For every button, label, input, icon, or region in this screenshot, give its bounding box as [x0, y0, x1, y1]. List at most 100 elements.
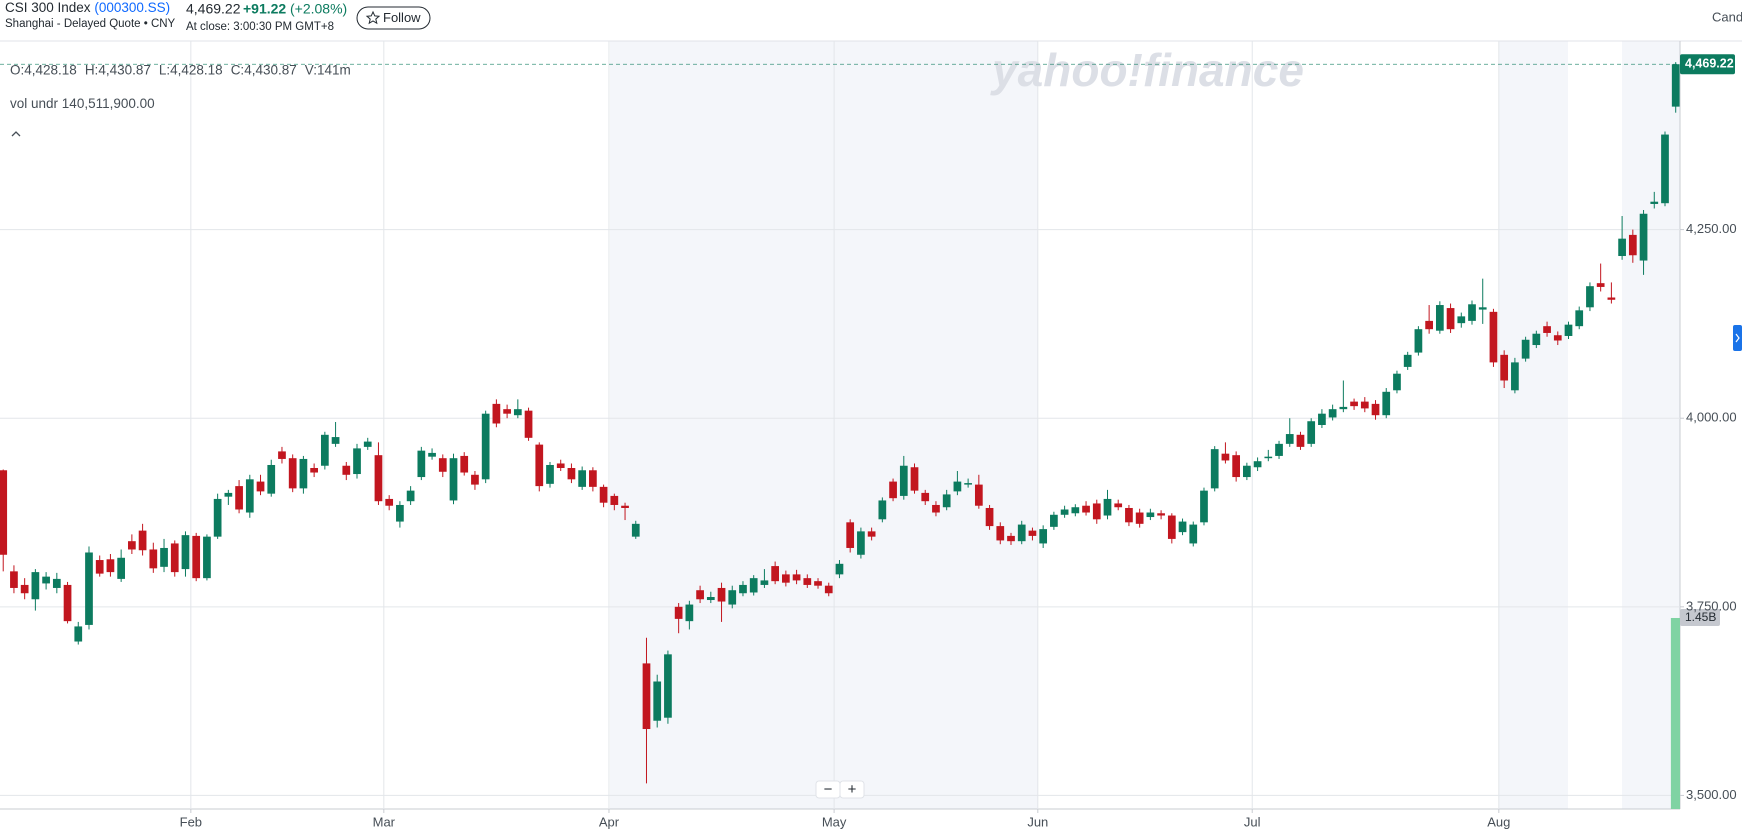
candle-body — [921, 492, 930, 502]
candle-body — [1318, 413, 1326, 425]
candle-body — [1307, 421, 1316, 444]
candle-body — [256, 481, 265, 492]
candle-body — [621, 505, 629, 508]
candle-body — [481, 413, 490, 480]
ohlc-legend-item: O:4,428.18 — [10, 63, 77, 78]
candle-body — [546, 464, 554, 484]
candle-body — [717, 587, 726, 602]
candle-body — [128, 541, 136, 550]
candle-body — [867, 531, 876, 537]
candle-body — [1339, 406, 1348, 410]
candle-body — [1393, 373, 1401, 391]
candle-body — [1360, 401, 1369, 409]
candle-body — [417, 450, 426, 478]
y-tick-label: 4,000.00 — [1686, 410, 1737, 425]
candle-body — [1543, 326, 1551, 333]
collapse-caret[interactable] — [11, 131, 21, 137]
candle-body — [728, 590, 737, 605]
candle-body — [1532, 333, 1541, 346]
candle-body — [1628, 234, 1637, 256]
candle-body — [910, 467, 919, 491]
candle-body — [331, 437, 340, 444]
candle-body — [267, 464, 276, 494]
side-panel-arrow[interactable] — [1735, 333, 1740, 343]
zoom-in-label[interactable]: + — [848, 781, 857, 798]
candle-body — [760, 580, 769, 585]
candle-body — [1060, 509, 1069, 515]
quote-title: CSI 300 Index (000300.SS) — [5, 0, 170, 15]
x-tick-label: Jul — [1244, 814, 1261, 829]
candle-body — [203, 536, 211, 579]
candle-body — [385, 498, 394, 506]
candle-body — [1071, 507, 1080, 514]
overlay: 4,469.22 1.45B — [0, 54, 1735, 809]
candle-body — [1082, 505, 1090, 513]
candle-body — [513, 409, 522, 416]
candle-body — [1114, 503, 1123, 508]
candle-body — [1671, 64, 1680, 107]
candle-body — [192, 535, 201, 579]
zoom-controls[interactable]: − + — [815, 780, 865, 799]
candle-body — [696, 590, 704, 600]
candle-body — [1564, 324, 1573, 336]
follow-button[interactable]: Follow — [356, 6, 431, 30]
candle-body — [85, 552, 93, 625]
candle-body — [299, 458, 308, 489]
candle-body — [599, 486, 608, 503]
candle-body — [1521, 339, 1530, 359]
candle-body — [1350, 401, 1358, 407]
candle-body — [1607, 297, 1616, 300]
candle-body — [1414, 329, 1423, 353]
candle-body — [342, 465, 351, 475]
candle-body — [706, 597, 715, 601]
candle-body — [1435, 305, 1444, 331]
candle-body — [1157, 513, 1165, 516]
candle-body — [1028, 530, 1037, 536]
price: 4,469.22 — [186, 1, 241, 17]
candle-body — [428, 452, 436, 457]
candle-body — [535, 444, 544, 487]
candle-body — [1007, 535, 1015, 542]
x-tick-label: Aug — [1487, 814, 1510, 829]
candle-body — [1639, 213, 1648, 261]
candle-body — [653, 681, 662, 721]
candle-body — [1457, 316, 1466, 324]
exchange-info: Shanghai - Delayed Quote • CNY — [5, 18, 176, 30]
zoom-out-label[interactable]: − — [824, 781, 833, 798]
follow-button-bg[interactable] — [356, 6, 431, 30]
ohlc-legend-item: V:141m — [305, 63, 351, 78]
candle-body — [781, 574, 790, 583]
chart-style[interactable]: Cand — [1712, 9, 1742, 24]
candle-body — [524, 410, 533, 438]
candle-body — [235, 486, 243, 510]
candle-body — [1221, 453, 1230, 461]
side-panel-handle[interactable] — [1733, 325, 1742, 351]
candle-body — [1017, 524, 1026, 542]
candle-body — [1243, 465, 1251, 478]
candle-body — [1650, 201, 1659, 204]
y-tick-label: 4,250.00 — [1686, 221, 1737, 236]
candle-body — [213, 498, 222, 537]
candle-body — [1039, 529, 1048, 544]
candle-body — [567, 468, 576, 480]
candle-body — [363, 441, 372, 447]
candle-body — [396, 504, 404, 522]
zoom-in-button[interactable] — [839, 780, 865, 799]
candle-body — [149, 549, 158, 569]
plot-background — [0, 40, 1742, 810]
close-time: At close: 3:00:30 PM GMT+8 — [186, 21, 334, 33]
candle-body — [814, 581, 822, 586]
candle-body — [1425, 320, 1433, 330]
candle-body — [63, 584, 72, 622]
vol-name: vol undr — [10, 96, 59, 111]
candle-body — [1500, 354, 1509, 381]
candle-body — [974, 484, 983, 506]
y-tick-label: 3,500.00 — [1686, 787, 1737, 802]
candle-body — [674, 606, 683, 619]
follow-label[interactable]: Follow — [383, 10, 421, 25]
star-icon[interactable] — [365, 10, 381, 25]
candle-body — [942, 494, 951, 508]
candle-body — [889, 481, 897, 499]
candle-body — [1661, 134, 1669, 204]
